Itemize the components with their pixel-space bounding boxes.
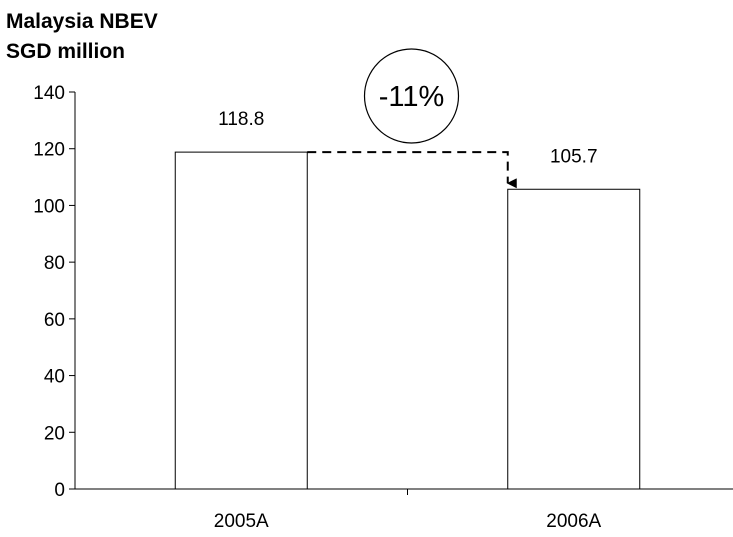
x-tick-label-2005A: 2005A [214, 511, 269, 532]
bar-2005A [174, 151, 308, 490]
data-labels: 118.8 2005A 105.7 2006A [214, 109, 602, 532]
y-tick-label: 0 [54, 480, 65, 501]
data-label-2005A: 118.8 [218, 109, 264, 130]
y-tick-label: 80 [44, 253, 65, 274]
y-tick-label: 60 [44, 310, 65, 331]
change-arrow [307, 151, 517, 189]
change-label: -11% [379, 81, 445, 113]
change-annotation: -11% [307, 48, 517, 189]
y-tick-label: 40 [44, 367, 65, 388]
y-tick-label: 20 [44, 423, 65, 444]
y-tick-label: 100 [33, 196, 65, 217]
bars [174, 151, 641, 490]
chart-subtitle: SGD million [6, 40, 126, 63]
x-tick-label-2006A: 2006A [546, 511, 601, 532]
y-tick-label: 120 [33, 140, 65, 161]
data-label-2006A: 105.7 [550, 146, 598, 167]
chart-title: Malaysia NBEV [6, 10, 158, 33]
change-circle [363, 48, 460, 144]
bar-2006A [507, 188, 641, 490]
y-tick-label: 140 [33, 83, 65, 104]
